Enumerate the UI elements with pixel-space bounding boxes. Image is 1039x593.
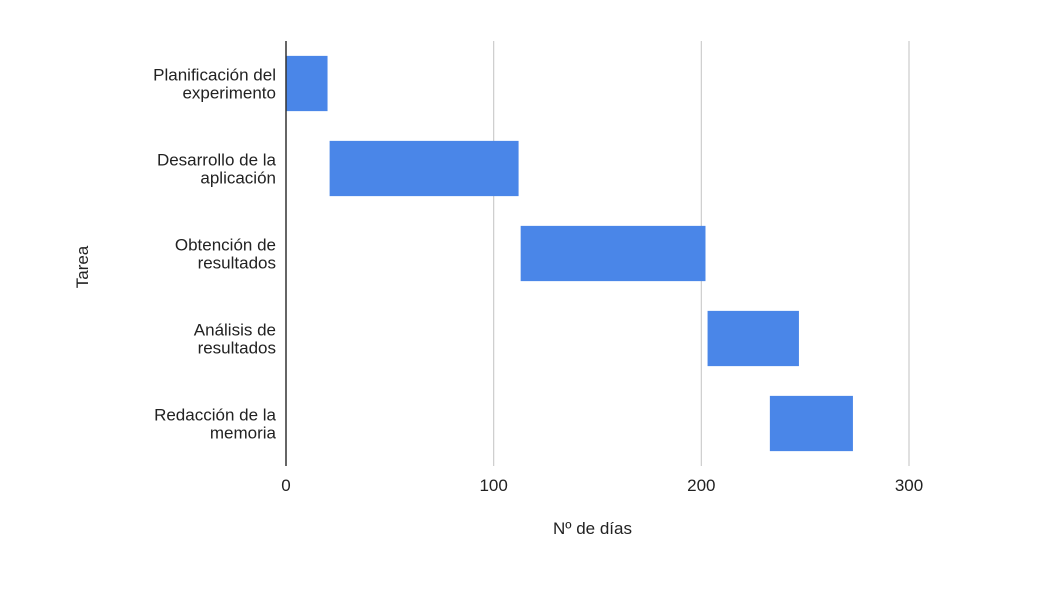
bar-task-3 (520, 225, 706, 282)
y-axis-title: Tarea (73, 245, 92, 288)
y-category-label-4: Análisis de resultados (194, 321, 276, 358)
x-tick-label-300: 300 (895, 476, 923, 495)
x-tick-label-0: 0 (281, 476, 290, 495)
x-tick-label-100: 100 (479, 476, 507, 495)
x-tick-labels: 0 100 200 300 (281, 476, 923, 495)
y-category-label-5: Redacción de la memoria (154, 406, 276, 443)
y-category-label-1: Planificación del experimento (153, 66, 276, 103)
x-axis-title: Nº de días (553, 519, 632, 538)
bar-task-5 (769, 395, 853, 452)
bar-task-4 (707, 310, 799, 367)
y-category-label-2: Desarrollo de la aplicación (157, 151, 277, 188)
bars (286, 55, 853, 452)
bar-task-1 (286, 55, 328, 112)
x-tick-label-200: 200 (687, 476, 715, 495)
bar-task-2 (329, 140, 519, 197)
y-category-label-3: Obtención de resultados (175, 236, 276, 273)
y-category-labels: Planificación del experimento Desarrollo d… (153, 66, 276, 443)
